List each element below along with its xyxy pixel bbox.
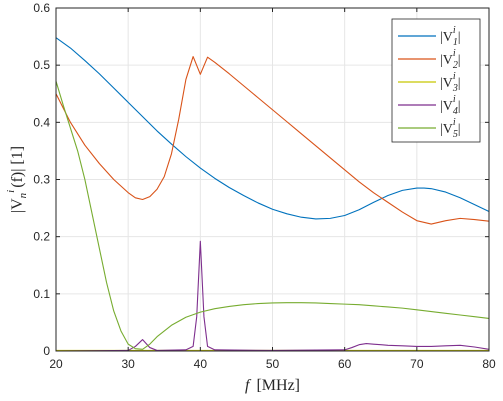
y-axis-label-sup: i — [5, 190, 17, 193]
y-axis-label: |Vni (f)| [1] — [5, 146, 29, 213]
legend: |V1i ||V2i ||V3i ||V4i ||V5i | — [391, 18, 481, 143]
y-axis-label-main: |V — [9, 198, 26, 213]
y-axis-label-sub: n — [17, 192, 29, 198]
x-axis-label: f [MHz] — [245, 377, 300, 394]
y-tick-label: 0.2 — [33, 230, 50, 244]
tick-group — [55, 7, 490, 352]
x-tick-label: 20 — [49, 357, 63, 371]
y-tick-label: 0.3 — [33, 173, 50, 187]
x-tick-label: 40 — [194, 357, 208, 371]
y-tick-labels: 0 0.1 0.2 0.3 0.4 0.5 0.6 — [33, 1, 50, 358]
series-group — [55, 37, 490, 352]
y-tick-label: 0.4 — [33, 115, 50, 129]
legend-box — [391, 18, 481, 143]
x-axis-unit: [MHz] — [256, 377, 300, 394]
x-tick-labels: 20 30 40 50 60 70 80 — [49, 357, 496, 371]
x-axis-symbol: f — [245, 377, 252, 394]
x-tick-label: 30 — [121, 357, 135, 371]
legend-entry-2: |V2i | — [440, 48, 461, 71]
legend-entry-1: |V1i | — [440, 25, 461, 48]
series-line-4 — [55, 240, 490, 352]
y-tick-label: 0.6 — [33, 1, 50, 15]
x-tick-label: 60 — [338, 357, 352, 371]
x-tick-label: 80 — [482, 357, 496, 371]
y-tick-label: 0.1 — [33, 287, 50, 301]
x-tick-label: 70 — [410, 357, 424, 371]
x-tick-label: 50 — [266, 357, 280, 371]
series-line-2 — [55, 56, 490, 225]
y-tick-label: 0 — [43, 344, 50, 358]
series-line-5 — [55, 81, 490, 350]
series-line-1 — [55, 37, 490, 220]
legend-entry-4: |V4i | — [440, 94, 461, 117]
legend-entry-3: |V3i | — [440, 71, 461, 94]
legend-entry-5: |V5i | — [440, 117, 461, 140]
y-tick-label: 0.5 — [33, 58, 50, 72]
y-axis-label-rest: (f)| [1] — [9, 146, 26, 188]
